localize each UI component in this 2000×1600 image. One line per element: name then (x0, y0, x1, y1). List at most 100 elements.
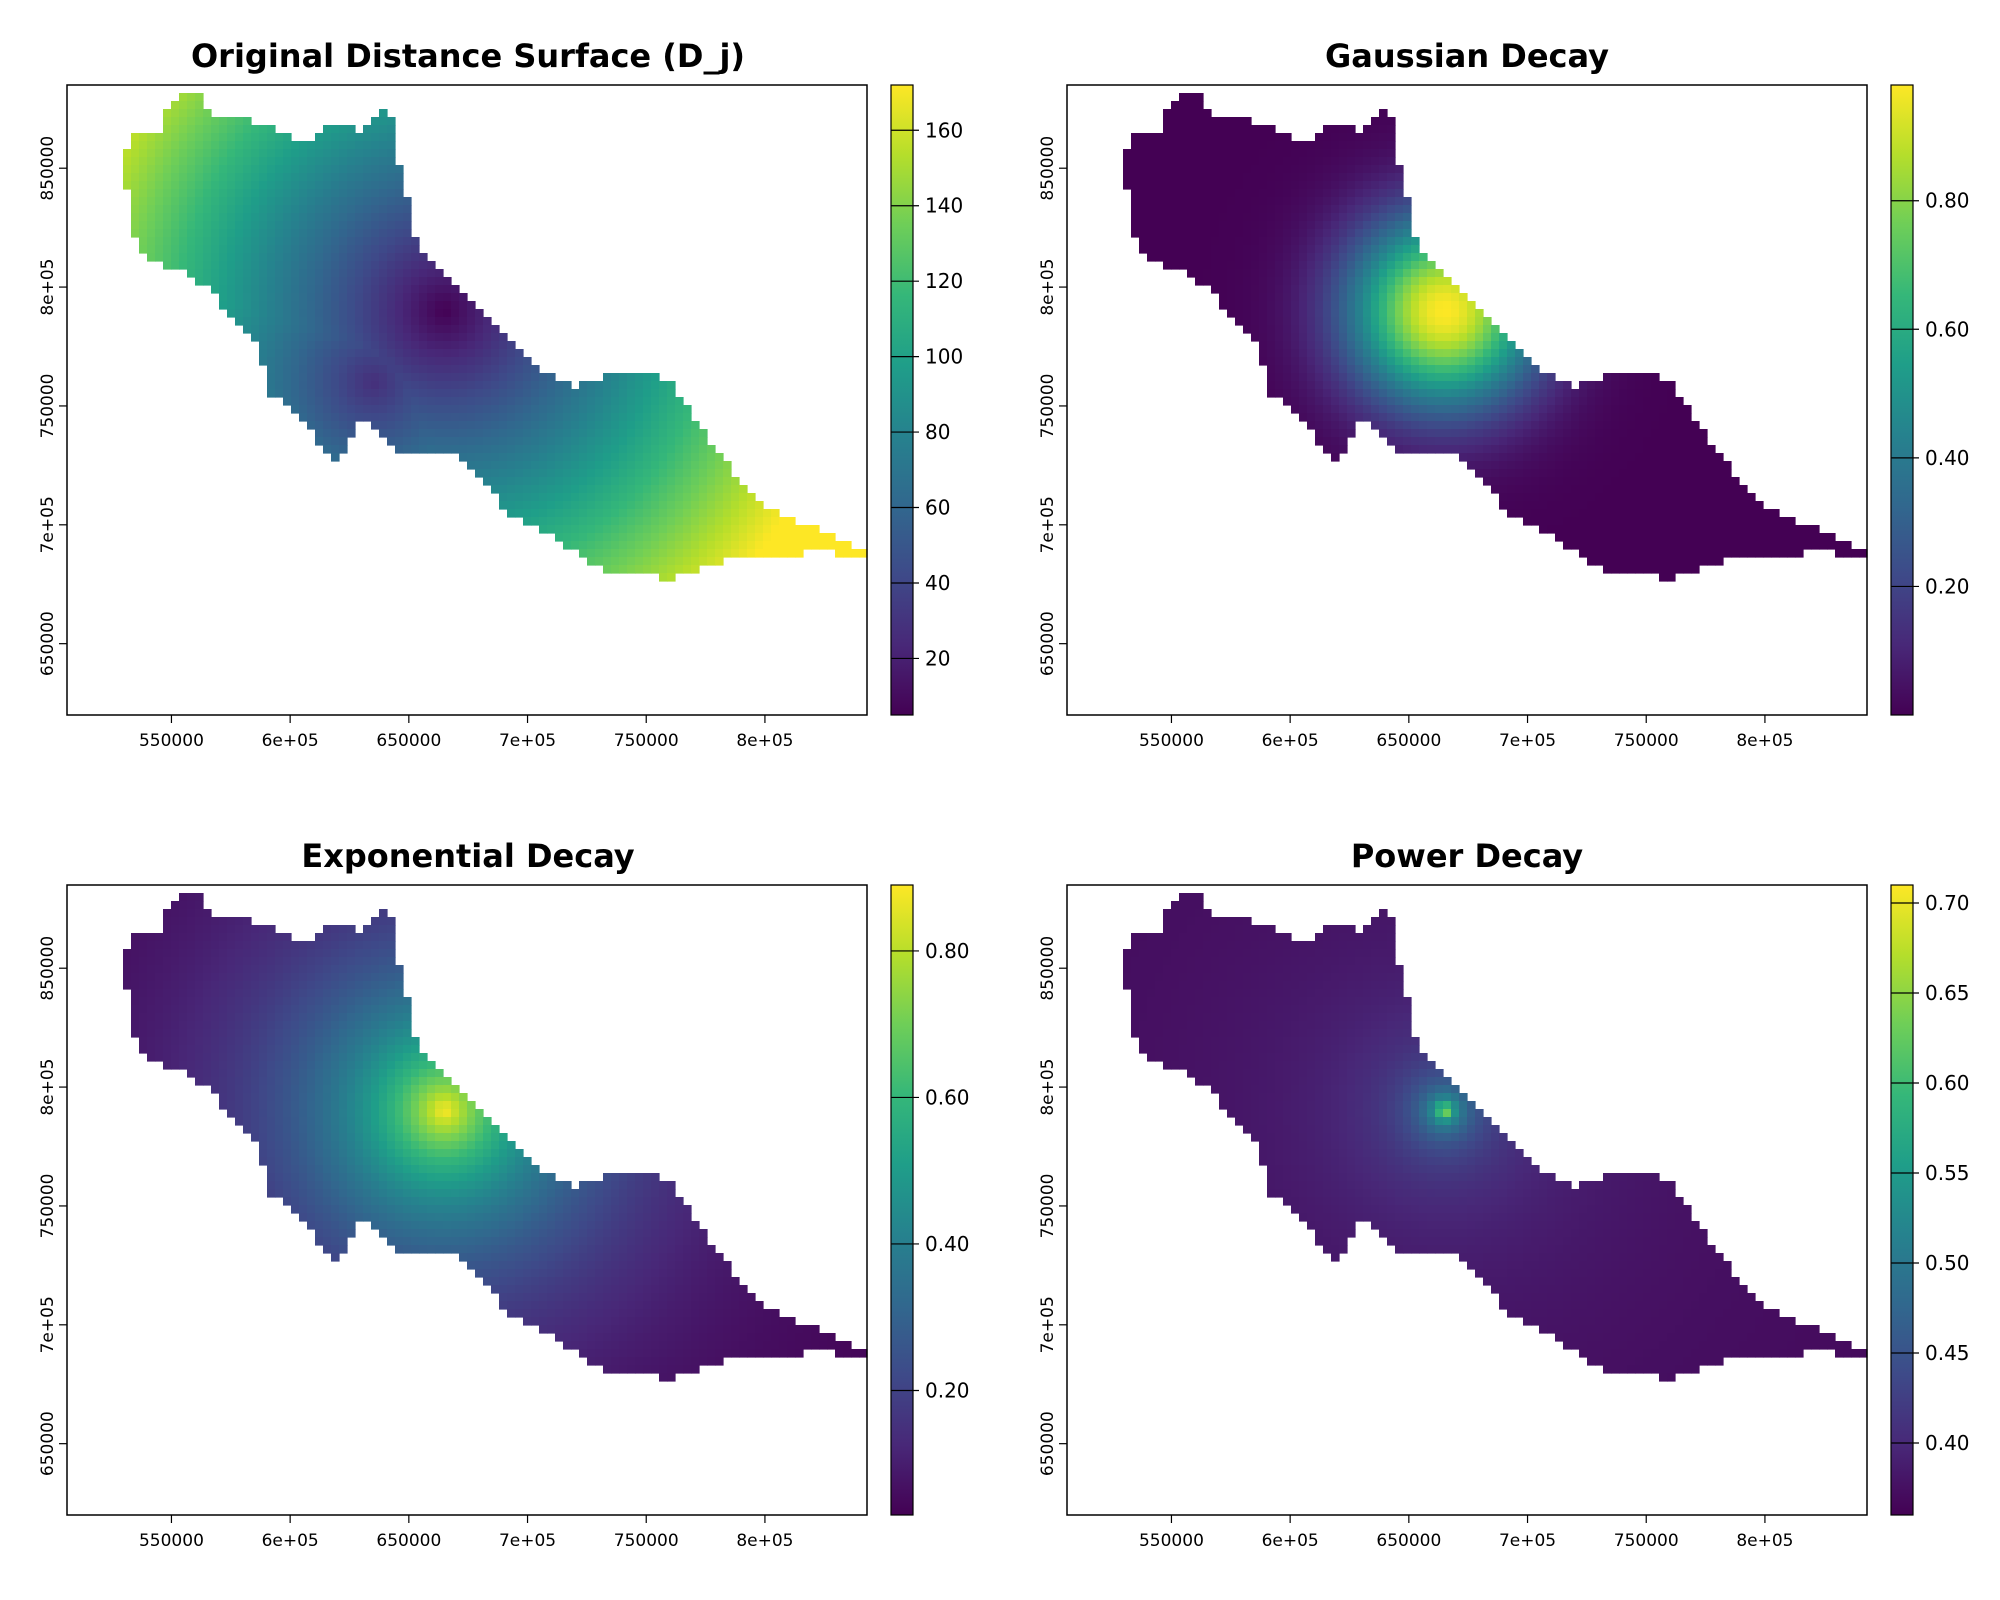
raster-cell (1667, 445, 1676, 454)
raster-cell (1339, 229, 1348, 238)
raster-cell (475, 405, 484, 414)
raster-cell (1339, 245, 1348, 254)
raster-cell (267, 1061, 276, 1070)
raster-cell (1355, 397, 1364, 406)
raster-cell (219, 941, 228, 950)
raster-cell (147, 941, 156, 950)
raster-cell (1139, 133, 1148, 142)
raster-cell (267, 389, 276, 398)
raster-cell (1547, 421, 1556, 430)
raster-cell (1683, 485, 1692, 494)
raster-cell (1459, 397, 1468, 406)
raster-cell (275, 381, 284, 390)
raster-cell (355, 333, 364, 342)
raster-cell (683, 405, 692, 414)
raster-cell (587, 389, 596, 398)
raster-cell (515, 429, 524, 438)
raster-cell (1331, 301, 1340, 310)
raster-cell (219, 165, 228, 174)
raster-cell (1611, 405, 1620, 414)
raster-cell (595, 541, 604, 550)
raster-cell (1291, 317, 1300, 326)
raster-cell (1163, 213, 1172, 222)
raster-cell (1507, 437, 1516, 446)
raster-cell (339, 341, 348, 350)
raster-cell (179, 925, 188, 934)
raster-cell (163, 1013, 172, 1022)
raster-cell (323, 181, 332, 190)
raster-cell (1459, 381, 1468, 390)
raster-cell (163, 173, 172, 182)
raster-cell (1195, 197, 1204, 206)
raster-cell (123, 165, 132, 174)
raster-cell (1339, 133, 1348, 142)
raster-cell (1363, 317, 1372, 326)
raster-cell (1347, 357, 1356, 366)
raster-cell (411, 365, 420, 374)
raster-cell (259, 1085, 268, 1094)
raster-cell (1211, 189, 1220, 198)
raster-cell (763, 517, 772, 526)
raster-cell (1267, 317, 1276, 326)
raster-cell (1667, 557, 1676, 566)
raster-cell (371, 1141, 380, 1150)
raster-cell (203, 973, 212, 982)
raster-cell (235, 1061, 244, 1070)
raster-cell (379, 341, 388, 350)
raster-cell (1643, 429, 1652, 438)
raster-cell (1299, 333, 1308, 342)
raster-cell (1651, 405, 1660, 414)
raster-cell (315, 293, 324, 302)
raster-cell (1235, 285, 1244, 294)
raster-cell (819, 533, 828, 542)
raster-cell (627, 565, 636, 574)
raster-cell (363, 1061, 372, 1070)
raster-cell (211, 925, 220, 934)
raster-cell (1443, 413, 1452, 422)
raster-cell (643, 421, 652, 430)
raster-cell (1587, 453, 1596, 462)
raster-cell (1251, 197, 1260, 206)
raster-cell (251, 221, 260, 230)
raster-cell (339, 389, 348, 398)
raster-cell (291, 989, 300, 998)
raster-cell (563, 485, 572, 494)
raster-cell (1139, 205, 1148, 214)
raster-cell (1595, 469, 1604, 478)
raster-cell (1259, 141, 1268, 150)
raster-cell (1307, 269, 1316, 278)
raster-cell (387, 261, 396, 270)
raster-cell (1179, 141, 1188, 150)
raster-cell (147, 957, 156, 966)
raster-cell (1691, 437, 1700, 446)
raster-cell (259, 973, 268, 982)
raster-cell (283, 1069, 292, 1078)
raster-cell (267, 1077, 276, 1086)
raster-cell (219, 253, 228, 262)
raster-cell (1547, 525, 1556, 534)
raster-cell (1387, 317, 1396, 326)
raster-cell (235, 157, 244, 166)
raster-cell (363, 933, 372, 942)
raster-cell (123, 957, 132, 966)
raster-cell (1483, 437, 1492, 446)
raster-cell (1475, 341, 1484, 350)
raster-cell (387, 165, 396, 174)
raster-cell (1339, 317, 1348, 326)
raster-cell (1411, 325, 1420, 334)
raster-cell (379, 317, 388, 326)
raster-cell (507, 373, 516, 382)
raster-cell (179, 197, 188, 206)
raster-cell (179, 157, 188, 166)
raster-cell (619, 525, 628, 534)
raster-cell (731, 541, 740, 550)
raster-cell (1355, 189, 1364, 198)
raster-cell (211, 157, 220, 166)
raster-cell (659, 397, 668, 406)
raster-cell (491, 405, 500, 414)
raster-cell (163, 109, 172, 118)
raster-cell (1267, 253, 1276, 262)
raster-cell (147, 165, 156, 174)
raster-cell (1451, 293, 1460, 302)
raster-cell (683, 509, 692, 518)
